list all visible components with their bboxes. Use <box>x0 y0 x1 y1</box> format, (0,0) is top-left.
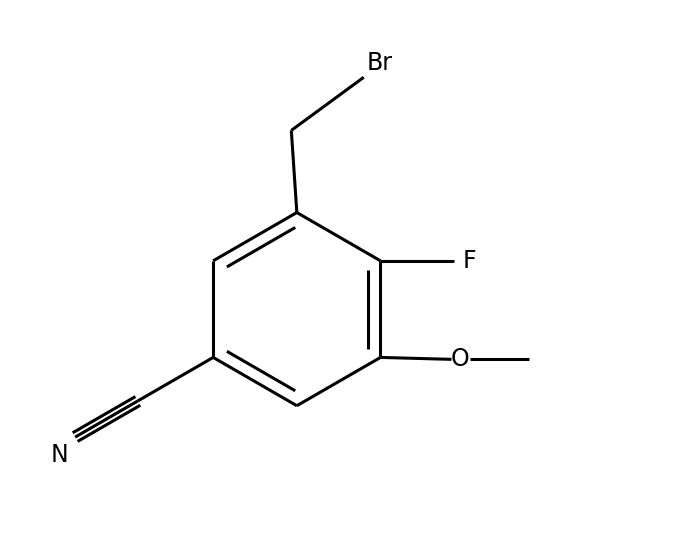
Text: Br: Br <box>366 51 393 75</box>
Text: F: F <box>462 249 476 273</box>
Text: N: N <box>50 443 68 468</box>
Text: O: O <box>450 347 469 371</box>
